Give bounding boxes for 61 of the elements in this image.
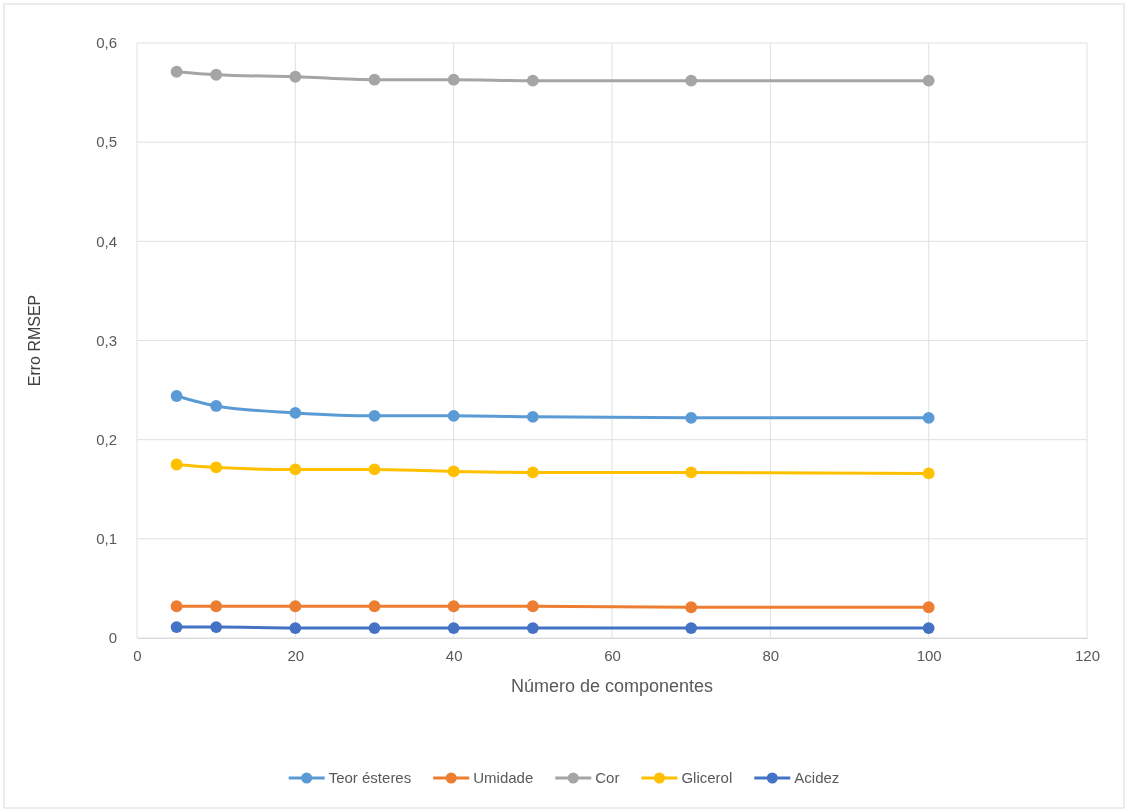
point <box>922 74 935 87</box>
x-tick-label: 120 <box>1074 646 1101 664</box>
legend-label: Teor ésteres <box>328 769 412 786</box>
y-tick-label: 0,6 <box>96 34 117 52</box>
point <box>170 621 183 633</box>
point <box>289 622 302 634</box>
point <box>289 70 302 83</box>
x-axis-title: Número de componentes <box>510 676 714 696</box>
y-tick-label: 0,5 <box>96 133 117 151</box>
point <box>289 600 302 613</box>
point <box>685 622 698 634</box>
point <box>210 621 223 633</box>
point <box>922 601 935 614</box>
point <box>526 466 539 479</box>
point <box>368 600 381 613</box>
point <box>526 410 539 423</box>
point <box>368 73 381 86</box>
point <box>685 411 698 424</box>
x-tick-label: 0 <box>133 646 142 664</box>
point <box>685 466 698 479</box>
point <box>368 409 381 422</box>
x-tick-label: 20 <box>287 646 305 664</box>
x-tick-label: 40 <box>445 646 463 664</box>
point <box>170 600 183 613</box>
point <box>447 73 460 86</box>
legend-label: Glicerol <box>681 769 733 786</box>
x-tick-label: 80 <box>762 646 780 664</box>
y-tick-label: 0,3 <box>96 331 117 349</box>
y-tick-label: 0,4 <box>96 232 117 250</box>
point <box>922 622 935 634</box>
point <box>447 465 460 478</box>
x-tick-label: 100 <box>916 646 942 664</box>
point <box>170 458 183 471</box>
point <box>289 406 302 419</box>
point <box>210 461 223 474</box>
point <box>922 467 935 480</box>
y-tick-label: 0,2 <box>96 430 117 448</box>
point <box>289 463 302 476</box>
point <box>210 600 223 613</box>
y-tick-label: 0 <box>108 629 117 647</box>
point <box>447 600 460 613</box>
legend-label: Umidade <box>473 769 534 786</box>
y-tick-label: 0,1 <box>96 530 117 548</box>
legend-label: Cor <box>595 769 620 786</box>
point <box>170 390 183 402</box>
point <box>526 74 539 87</box>
point <box>922 411 935 424</box>
legend-label: Acidez <box>794 769 840 786</box>
point <box>170 65 183 78</box>
point <box>685 601 698 614</box>
point <box>526 600 539 613</box>
x-tick-label: 60 <box>604 646 621 664</box>
point <box>447 409 460 422</box>
point <box>368 463 381 476</box>
point <box>685 74 698 87</box>
point <box>368 622 381 634</box>
point <box>526 622 539 634</box>
point <box>210 400 223 412</box>
point <box>447 622 460 634</box>
point <box>210 68 223 81</box>
y-axis-title: Erro RMSEP <box>26 294 43 387</box>
